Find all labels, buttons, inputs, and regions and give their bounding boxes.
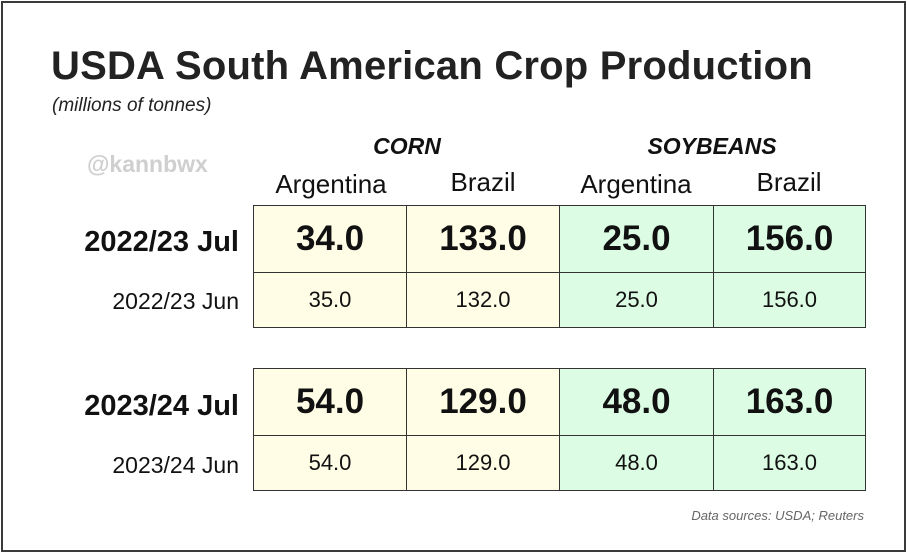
cell-2023-24-jul-soybeans-brazil: 163.0 bbox=[713, 368, 866, 436]
table-block-2022-23: 34.0 133.0 25.0 156.0 35.0 132.0 25.0 15… bbox=[253, 205, 866, 328]
column-header-soybeans-brazil: Brazil bbox=[756, 167, 822, 197]
cell-2022-23-jun-corn-argentina: 35.0 bbox=[253, 272, 407, 328]
cell-2022-23-jul-soybeans-brazil: 156.0 bbox=[713, 205, 866, 273]
cell-2023-24-jul-corn-argentina: 54.0 bbox=[253, 368, 407, 436]
column-header-soybeans-argentina: Argentina bbox=[580, 169, 692, 199]
row-label-2023-24-jul: 2023/24 Jul bbox=[84, 390, 239, 422]
cell-2022-23-jun-soybeans-brazil: 156.0 bbox=[713, 272, 866, 328]
cell-2022-23-jun-corn-brazil: 132.0 bbox=[406, 272, 560, 328]
cell-2023-24-jun-corn-argentina: 54.0 bbox=[253, 435, 407, 491]
row-label-2023-24-jun: 2023/24 Jun bbox=[112, 452, 239, 478]
group-header-corn: CORN bbox=[373, 133, 441, 159]
cell-2023-24-jun-soybeans-brazil: 163.0 bbox=[713, 435, 866, 491]
table-row: 54.0 129.0 48.0 163.0 bbox=[253, 435, 866, 491]
cell-2022-23-jul-soybeans-argentina: 25.0 bbox=[559, 205, 714, 273]
cell-2023-24-jul-soybeans-argentina: 48.0 bbox=[559, 368, 714, 436]
data-source-note: Data sources: USDA; Reuters bbox=[691, 508, 864, 523]
column-header-corn-argentina: Argentina bbox=[275, 169, 387, 199]
cell-2023-24-jun-soybeans-argentina: 48.0 bbox=[559, 435, 714, 491]
cell-2022-23-jul-corn-brazil: 133.0 bbox=[406, 205, 560, 273]
group-header-soybeans: SOYBEANS bbox=[647, 133, 777, 159]
cell-2022-23-jul-corn-argentina: 34.0 bbox=[253, 205, 407, 273]
table-row: 34.0 133.0 25.0 156.0 bbox=[253, 205, 866, 273]
table-row: 35.0 132.0 25.0 156.0 bbox=[253, 272, 866, 328]
chart-subtitle: (millions of tonnes) bbox=[52, 95, 212, 116]
cell-2023-24-jun-corn-brazil: 129.0 bbox=[406, 435, 560, 491]
column-header-corn-brazil: Brazil bbox=[450, 167, 516, 197]
row-label-2022-23-jul: 2022/23 Jul bbox=[84, 226, 239, 258]
author-watermark: @kannbwx bbox=[87, 151, 208, 177]
cell-2023-24-jul-corn-brazil: 129.0 bbox=[406, 368, 560, 436]
table-row: 54.0 129.0 48.0 163.0 bbox=[253, 368, 866, 436]
cell-2022-23-jun-soybeans-argentina: 25.0 bbox=[559, 272, 714, 328]
row-label-2022-23-jun: 2022/23 Jun bbox=[112, 288, 239, 314]
chart-title: USDA South American Crop Production bbox=[51, 44, 813, 88]
table-block-2023-24: 54.0 129.0 48.0 163.0 54.0 129.0 48.0 16… bbox=[253, 368, 866, 491]
